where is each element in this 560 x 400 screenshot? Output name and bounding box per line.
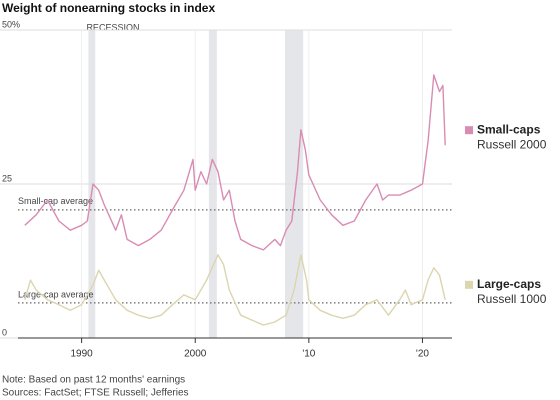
y-tick-label: 50% bbox=[2, 19, 20, 29]
sources: Sources: FactSet; FTSE Russell; Jefferie… bbox=[2, 388, 189, 399]
x-tick-label: 2000 bbox=[184, 349, 207, 360]
legend-name: Small-caps bbox=[477, 122, 541, 136]
average-label: Small-cap average bbox=[18, 196, 93, 206]
note: Note: Based on past 12 months' earnings bbox=[2, 375, 185, 386]
y-tick-label: 0 bbox=[2, 327, 7, 337]
average-label: Large-cap average bbox=[18, 289, 94, 299]
legend-name: Large-caps bbox=[477, 277, 541, 291]
legend-index: Russell 2000 bbox=[477, 137, 547, 151]
legend-swatch bbox=[465, 280, 473, 289]
legend-index: Russell 1000 bbox=[477, 292, 547, 306]
x-tick-label: '20 bbox=[416, 349, 429, 360]
y-tick-label: 25 bbox=[2, 173, 12, 183]
recession-label: RECESSION bbox=[86, 22, 139, 32]
x-tick-label: 1990 bbox=[70, 349, 93, 360]
series-line bbox=[24, 74, 446, 251]
chart-title: Weight of nonearning stocks in index bbox=[2, 1, 215, 15]
series-line bbox=[24, 254, 446, 326]
legend-swatch bbox=[465, 126, 473, 135]
x-tick-label: '10 bbox=[302, 349, 315, 360]
